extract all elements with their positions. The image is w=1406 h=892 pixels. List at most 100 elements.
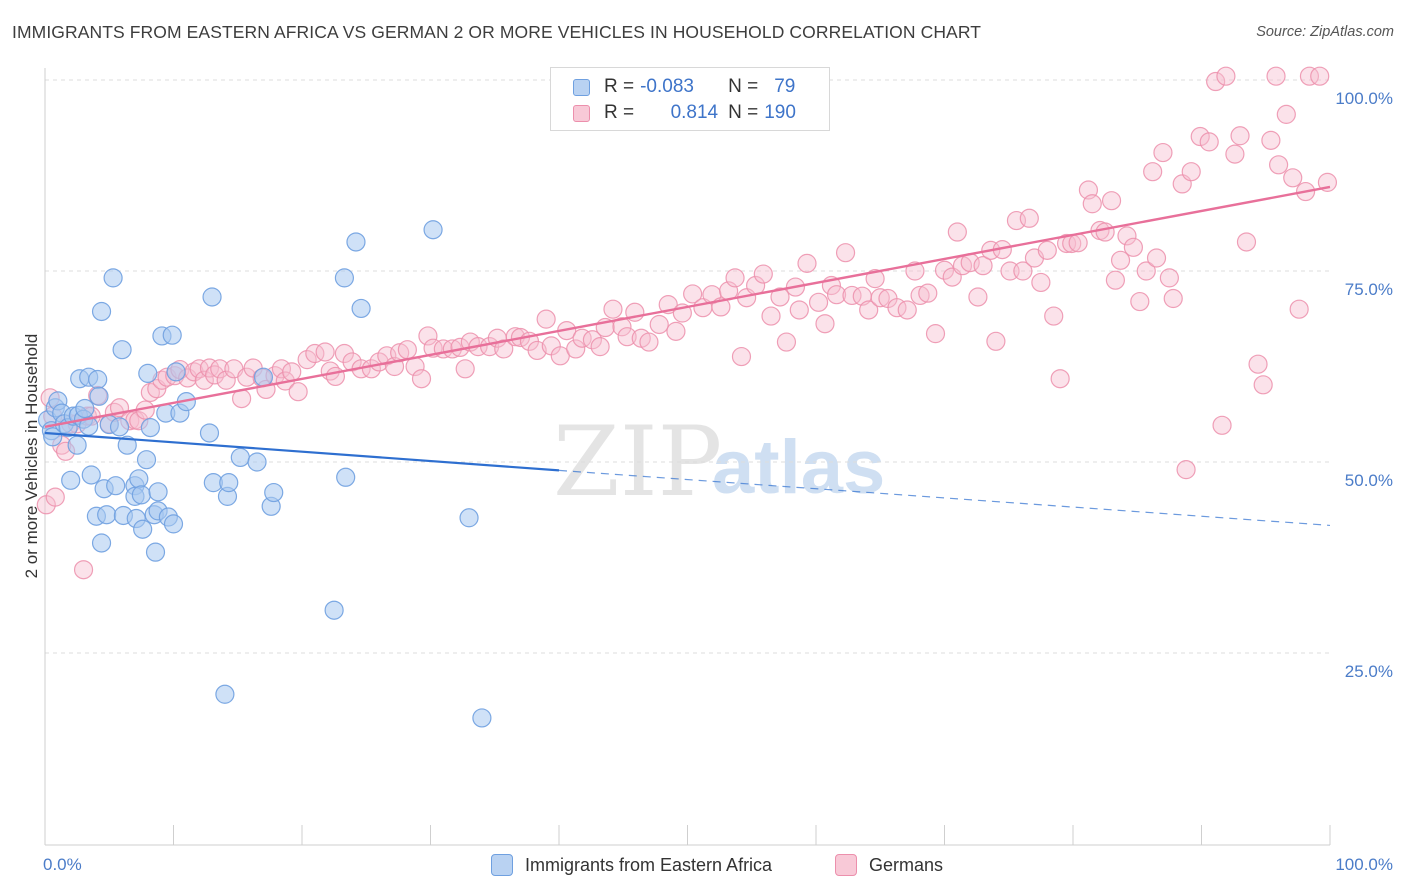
data-point-germans — [536, 309, 556, 329]
data-point-eastern-africa — [459, 508, 479, 528]
data-point-eastern-africa — [148, 482, 168, 502]
data-point-germans — [947, 222, 967, 242]
data-point-germans — [1289, 299, 1309, 319]
data-point-germans — [1013, 261, 1033, 281]
data-point-germans — [612, 317, 632, 337]
trend-line-germans — [44, 185, 1331, 429]
data-point-germans — [1212, 415, 1232, 435]
data-point-germans — [305, 343, 325, 364]
data-point-germans — [1199, 132, 1219, 152]
data-point-eastern-africa — [423, 220, 443, 240]
data-point-germans — [1050, 369, 1070, 389]
data-point-germans — [683, 284, 703, 304]
data-point-germans — [210, 359, 230, 379]
trend-lines — [44, 185, 1331, 527]
data-point-eastern-africa — [163, 514, 184, 534]
data-point-germans — [918, 283, 938, 303]
data-point-germans — [770, 287, 790, 307]
data-point-germans — [1317, 172, 1338, 192]
data-point-germans — [1117, 226, 1137, 246]
data-point-germans — [1019, 208, 1039, 228]
data-point-germans — [1206, 71, 1226, 92]
bottom-legend-swatch-pink — [835, 854, 857, 876]
data-point-germans — [1268, 155, 1289, 175]
data-point-eastern-africa — [351, 298, 371, 319]
data-point-germans — [1230, 126, 1250, 146]
chart-source: Source: ZipAtlas.com — [1256, 24, 1394, 40]
legend-n-value: 190 — [764, 102, 796, 123]
data-point-eastern-africa — [145, 542, 166, 562]
data-point-germans — [1181, 162, 1201, 182]
data-point-germans — [897, 300, 917, 320]
legend-r-label: R = — [604, 76, 635, 97]
data-point-eastern-africa — [109, 417, 130, 437]
data-point-eastern-africa — [117, 435, 137, 455]
y-tick-label: 75.0% — [1345, 280, 1393, 299]
data-point-germans — [590, 337, 610, 357]
data-point-eastern-africa — [334, 268, 355, 288]
data-point-germans — [789, 300, 809, 320]
data-point-germans — [1037, 240, 1057, 260]
data-point-germans — [1283, 168, 1303, 188]
data-point-germans — [725, 268, 745, 288]
data-point-eastern-africa — [472, 708, 492, 728]
x-tick-label: 100.0% — [1335, 855, 1393, 874]
data-point-eastern-africa — [88, 369, 108, 390]
data-point-germans — [566, 339, 586, 359]
data-point-germans — [1136, 261, 1156, 281]
legend-r-value: -0.083 — [640, 76, 694, 97]
data-point-germans — [776, 332, 797, 352]
series-eastern-africa — [37, 220, 492, 728]
data-point-germans — [1248, 354, 1268, 374]
data-point-germans — [859, 300, 879, 320]
data-point-germans — [1299, 66, 1320, 86]
data-point-eastern-africa — [61, 470, 81, 490]
data-point-eastern-africa — [162, 325, 182, 345]
data-point-germans — [1044, 306, 1064, 326]
data-point-eastern-africa — [219, 473, 239, 493]
data-point-eastern-africa — [106, 476, 126, 496]
data-point-germans — [603, 299, 623, 319]
data-point-eastern-africa — [253, 367, 274, 387]
data-point-germans — [1146, 248, 1167, 268]
legend-row-eastern-africa: R = -0.083 N = 79 — [573, 75, 795, 99]
data-point-eastern-africa — [202, 287, 222, 307]
data-point-eastern-africa — [136, 450, 157, 470]
data-point-germans — [1276, 104, 1296, 124]
data-point-germans — [1095, 222, 1115, 242]
data-point-germans — [1266, 66, 1286, 86]
data-point-germans — [527, 340, 547, 361]
data-point-germans — [1176, 460, 1196, 480]
data-point-eastern-africa — [140, 418, 160, 438]
data-point-germans — [45, 487, 65, 507]
data-point-germans — [639, 332, 659, 352]
data-point-germans — [1253, 375, 1273, 395]
data-point-germans — [910, 285, 930, 306]
data-point-germans — [397, 340, 417, 360]
axes — [44, 68, 1331, 846]
data-point-germans — [1159, 268, 1179, 288]
data-point-germans — [1310, 66, 1330, 86]
y-tick-label: 50.0% — [1345, 471, 1393, 490]
data-point-germans — [826, 285, 847, 305]
data-point-germans — [731, 346, 752, 367]
data-point-eastern-africa — [75, 398, 95, 419]
data-point-eastern-africa — [97, 505, 117, 525]
data-point-germans — [968, 287, 988, 307]
data-point-germans — [753, 264, 773, 284]
data-point-germans — [1101, 191, 1122, 211]
legend-n-label: N = — [728, 102, 759, 123]
data-point-germans — [1143, 162, 1163, 182]
data-point-eastern-africa — [103, 268, 123, 288]
legend-row-germans: R = 0.814 N = 190 — [573, 101, 796, 125]
data-point-eastern-africa — [67, 435, 87, 455]
data-point-eastern-africa — [81, 465, 101, 485]
legend-swatch-blue — [573, 78, 590, 96]
data-point-eastern-africa — [89, 386, 109, 406]
data-point-germans — [325, 366, 346, 387]
data-point-eastern-africa — [131, 485, 151, 505]
data-point-germans — [815, 314, 835, 334]
data-point-eastern-africa — [199, 423, 220, 443]
data-point-eastern-africa — [324, 600, 344, 620]
